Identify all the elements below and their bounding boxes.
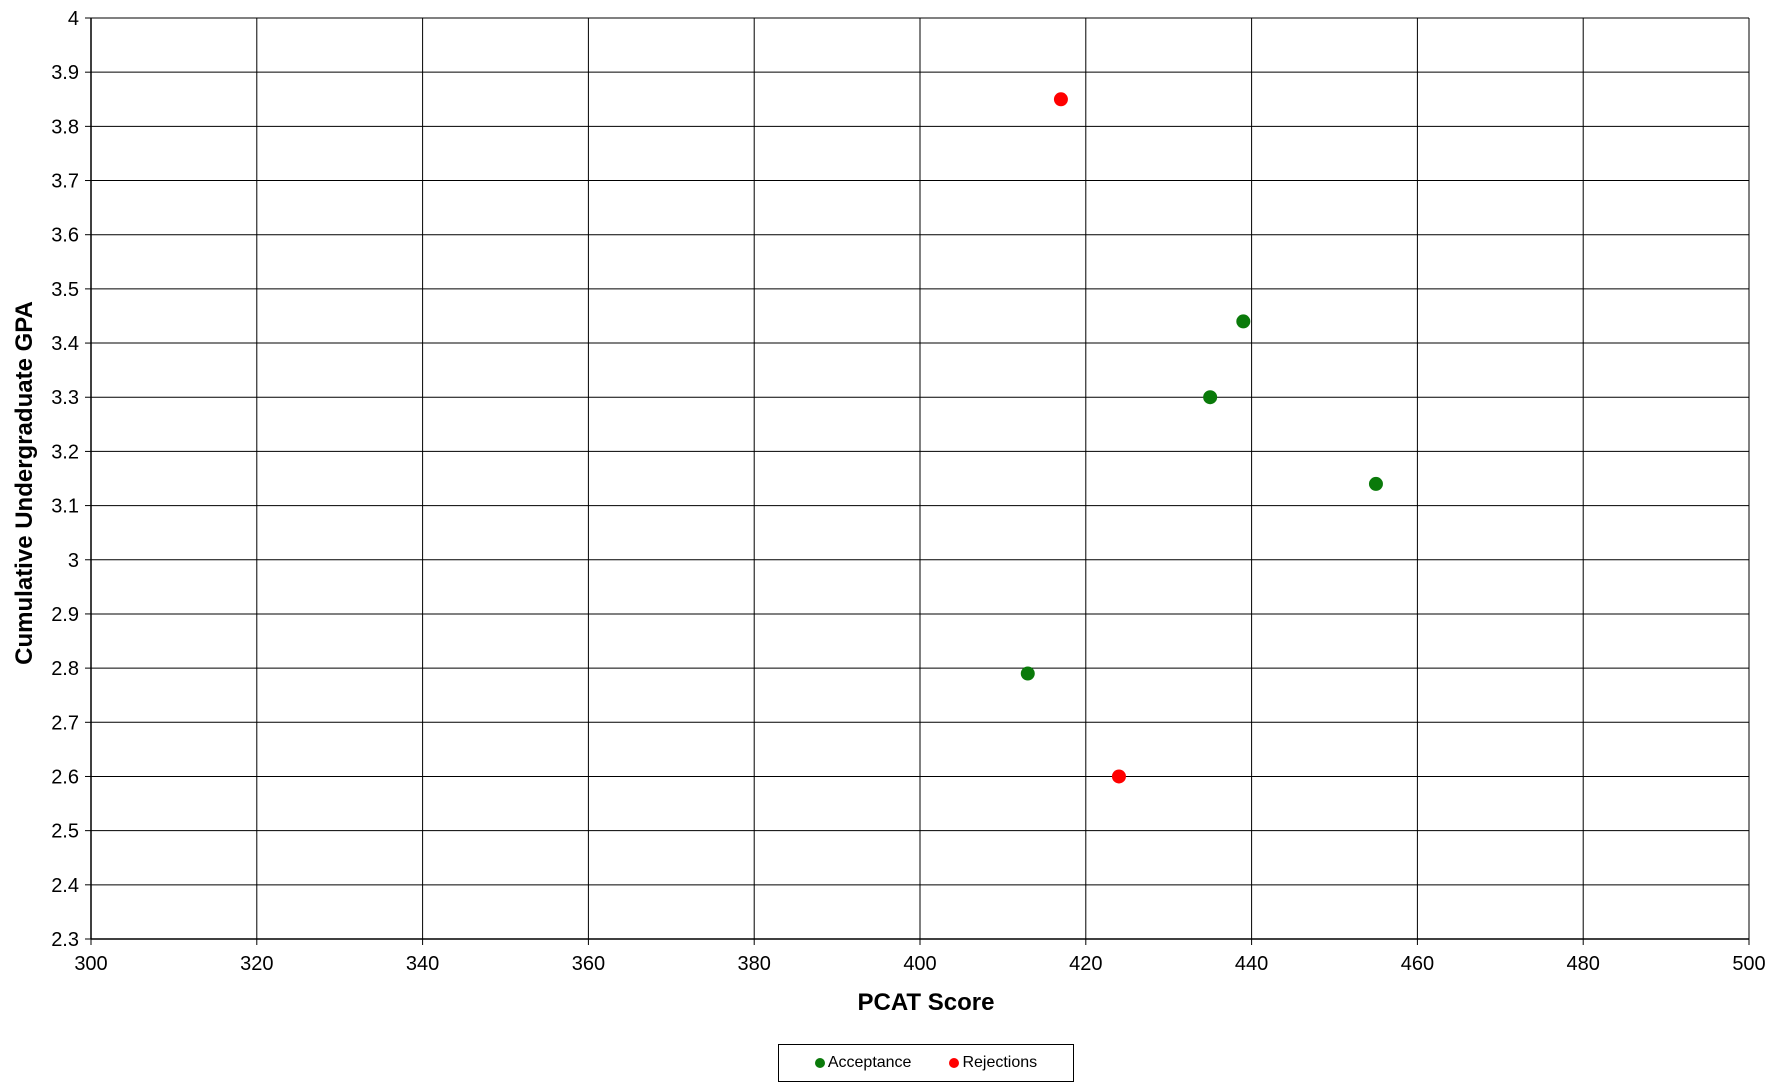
legend-item-rejections: Rejections [949, 1054, 1037, 1072]
y-tick-label: 2.9 [51, 604, 79, 626]
y-tick-label: 3.4 [51, 333, 79, 355]
legend-label-acceptance: Acceptance [827, 1054, 912, 1071]
x-tick-label: 460 [1401, 953, 1434, 975]
x-tick-label: 440 [1235, 953, 1268, 975]
x-tick-label: 320 [240, 953, 273, 975]
y-tick-label: 2.6 [51, 766, 79, 788]
y-tick-label: 3.8 [51, 116, 79, 138]
legend-item-acceptance: Acceptance [814, 1054, 912, 1072]
y-tick-label: 3.1 [51, 496, 79, 518]
y-axis-title: Cumulative Undergraduate GPA [11, 301, 38, 665]
acceptance-marker-icon [814, 1058, 825, 1068]
y-tick-label: 3.9 [51, 62, 79, 84]
y-tick-label: 2.8 [51, 658, 79, 680]
data-point-acceptance [1203, 390, 1218, 405]
data-point-acceptance [1368, 476, 1383, 491]
legend: Acceptance Rejections [778, 1044, 1074, 1082]
y-tick-label: 3.6 [51, 225, 79, 247]
y-tick-label: 2.5 [51, 821, 79, 843]
y-tick-label: 2.4 [51, 875, 79, 897]
x-tick-label: 340 [406, 953, 439, 975]
y-tick-label: 2.7 [51, 712, 79, 734]
data-point-acceptance [1020, 666, 1035, 681]
data-points [1020, 92, 1383, 784]
data-point-rejections [1053, 92, 1068, 107]
x-tick-label: 360 [572, 953, 605, 975]
x-axis-title: PCAT Score [858, 989, 995, 1016]
y-tick-label: 3.2 [51, 441, 79, 463]
x-tick-label: 420 [1069, 953, 1102, 975]
x-tick-label: 300 [74, 953, 107, 975]
x-tick-labels: 300 320 340 360 380 400 420 440 460 480 500 [74, 953, 1765, 975]
y-tick-labels: 2.3 2.4 2.5 2.6 2.7 2.8 2.9 3 3.1 3.2 3.3 3.4 3.5 3.6… [51, 8, 79, 951]
y-tick-label: 3 [68, 550, 79, 572]
grid-lines [90, 17, 1750, 940]
x-tick-label: 380 [738, 953, 771, 975]
y-tick-label: 3.7 [51, 171, 79, 193]
y-tick-label: 4 [68, 8, 79, 30]
y-tick-label: 2.3 [51, 929, 79, 951]
x-tick-label: 480 [1567, 953, 1600, 975]
y-tick-label: 3.5 [51, 279, 79, 301]
data-point-rejections [1111, 769, 1126, 784]
x-tick-label: 400 [903, 953, 936, 975]
rejections-marker-icon [949, 1058, 960, 1068]
legend-label-rejections: Rejections [962, 1054, 1038, 1071]
y-tick-label: 3.3 [51, 387, 79, 409]
x-tick-label: 500 [1732, 953, 1765, 975]
axes [85, 17, 1750, 945]
data-point-acceptance [1236, 314, 1251, 329]
